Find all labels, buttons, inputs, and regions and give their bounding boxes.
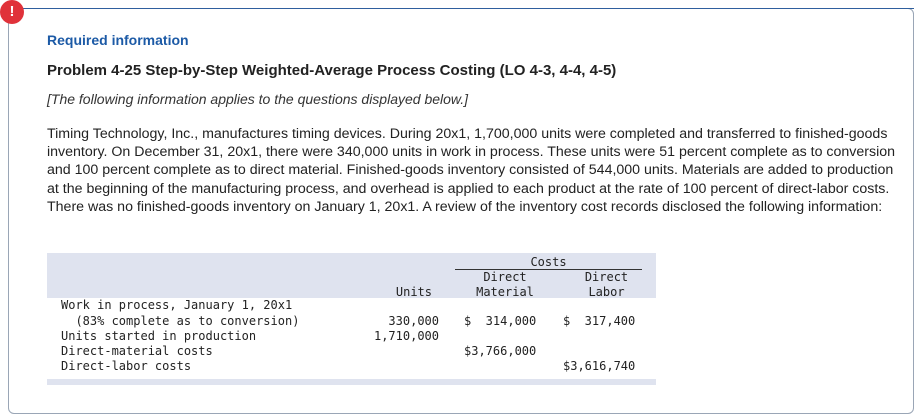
info-note: [The following information applies to th… [47,91,469,107]
alert-icon: ! [0,0,24,24]
table-cell-direct-labor: $ 317,400 [563,314,636,328]
table-row-label: Direct-material costs [61,344,213,358]
table-cell-units: 330,000 [388,314,439,328]
table-cell-direct-material: $3,766,000 [464,344,537,358]
costs-header: Costs [530,255,567,269]
table-header-band [47,253,656,298]
problem-title: Problem 4-25 Step-by-Step Weighted-Avera… [47,62,617,79]
table-row-label: (83% complete as to conversion) [61,314,300,328]
col-units: Units [395,285,432,299]
problem-paragraph: Timing Technology, Inc., manufactures ti… [47,126,896,215]
col-direct-labor-line1: Direct [584,270,629,284]
col-direct-material-line2: Material [476,285,534,299]
col-direct-material-line1: Direct [483,270,527,284]
col-direct-labor-line2: Labor [588,285,625,299]
table-cell-direct-labor: $3,616,740 [563,359,636,373]
table-bottom-band [47,379,656,385]
costs-underline [455,269,642,270]
table-cell-units: 1,710,000 [373,329,439,343]
top-divider [8,8,914,9]
table-cell-direct-material: $ 314,000 [464,314,537,328]
table-row-label: Direct-labor costs [61,359,192,373]
table-row-label: Work in process, January 1, 20x1 [61,298,293,312]
required-information-label: Required information [47,32,189,48]
table-row-label: Units started in production [61,329,257,343]
inventory-cost-table: Costs Direct Material Direct Labor Units… [47,253,656,386]
